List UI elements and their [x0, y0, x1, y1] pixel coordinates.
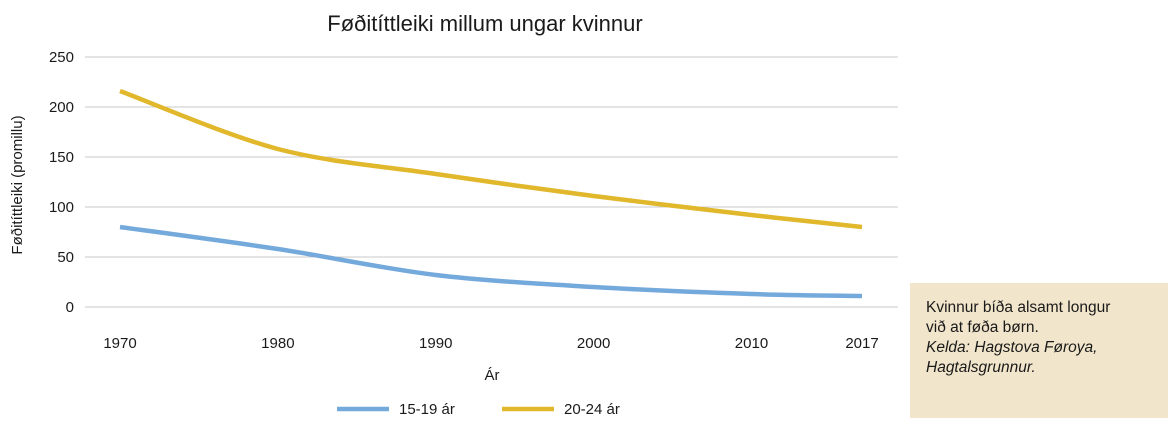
note-line-1: Kvinnur bíða alsamt longur — [926, 299, 1111, 316]
y-axis-ticks: 0 50 100 150 200 250 — [49, 49, 74, 316]
y-tick-label: 250 — [49, 49, 74, 66]
x-tick-label: 2010 — [735, 335, 768, 352]
y-tick-label: 150 — [49, 149, 74, 166]
note-source-line-2: Hagtalsgrunnur. — [926, 359, 1036, 376]
y-tick-label: 0 — [66, 299, 74, 316]
gridlines — [85, 56, 898, 308]
note-line-2: við at føða børn. — [926, 319, 1039, 336]
x-tick-label: 2000 — [577, 335, 610, 352]
y-tick-label: 200 — [49, 99, 74, 116]
legend: 15-19 ár 20-24 ár — [337, 401, 620, 418]
x-tick-label: 1970 — [103, 335, 136, 352]
y-tick-label: 100 — [49, 199, 74, 216]
y-axis-label: Føðitíttleiki (promillu) — [9, 115, 26, 254]
series-line-1 — [119, 224, 863, 299]
legend-label: 20-24 ár — [564, 401, 620, 418]
chart-title: Føðitíttleiki millum ungar kvinnur — [327, 11, 642, 36]
line-chart: Føðitíttleiki millum ungar kvinnur 0 50 10… — [9, 11, 898, 418]
x-tick-label: 1990 — [419, 335, 452, 352]
note-box: Kvinnur bíða alsamt longur við at føða b… — [910, 283, 1168, 418]
y-tick-label: 50 — [57, 249, 74, 266]
series-line-2 — [119, 88, 863, 230]
x-tick-label: 2017 — [845, 335, 878, 352]
x-tick-label: 1980 — [261, 335, 294, 352]
x-axis-label: Ár — [485, 367, 500, 384]
series-lines — [119, 88, 863, 299]
x-axis-ticks: 1970 1980 1990 2000 2010 2017 — [103, 335, 878, 352]
note-source-line-1: Kelda: Hagstova Føroya, — [926, 339, 1098, 356]
legend-label: 15-19 ár — [399, 401, 455, 418]
